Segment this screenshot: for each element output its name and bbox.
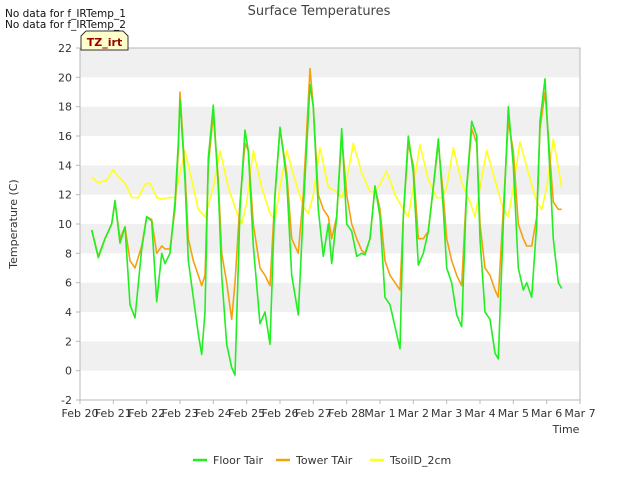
y-tick-label: 4 bbox=[65, 306, 72, 319]
grid-bands bbox=[80, 48, 580, 400]
no-data-note-1: No data for f_IRTemp_1 bbox=[5, 8, 126, 20]
series-line-tsoild-2cm bbox=[91, 138, 563, 225]
y-axis-label: Temperature (C) bbox=[7, 179, 20, 269]
legend-label: Floor Tair bbox=[213, 454, 264, 467]
tz-badge: TZ_irt bbox=[80, 30, 129, 51]
grid-band bbox=[80, 341, 580, 371]
y-tick-label: -2 bbox=[61, 394, 72, 407]
y-tick-label: 10 bbox=[58, 218, 72, 231]
y-tick-label: 8 bbox=[65, 247, 72, 260]
grid-band bbox=[80, 106, 580, 136]
x-tick-label: Mar 2 bbox=[398, 407, 429, 420]
chart-title: Surface Temperatures bbox=[248, 4, 391, 19]
x-tick-label: Feb 24 bbox=[195, 407, 232, 420]
grid-band bbox=[80, 312, 580, 342]
legend-label: TsoilD_2cm bbox=[389, 454, 451, 467]
x-tick-label: Feb 26 bbox=[262, 407, 299, 420]
grid-band bbox=[80, 194, 580, 224]
x-tick-label: Mar 5 bbox=[498, 407, 529, 420]
y-tick-label: 20 bbox=[58, 71, 72, 84]
x-tick-label: Feb 22 bbox=[128, 407, 165, 420]
x-tick-label: Feb 23 bbox=[162, 407, 199, 420]
grid-band bbox=[80, 370, 580, 400]
y-axis-ticks: -2 0 2 4 6 8 10 12 14 16 18 20 22 bbox=[58, 42, 80, 407]
x-tick-label: Mar 6 bbox=[531, 407, 562, 420]
x-axis-label: Time bbox=[552, 423, 580, 436]
legend: Floor Tair Tower TAir TsoilD_2cm bbox=[193, 454, 451, 467]
grid-band bbox=[80, 282, 580, 312]
series-line-floor-tair bbox=[90, 78, 563, 376]
tz-badge-label: TZ_irt bbox=[87, 36, 122, 49]
y-tick-label: 6 bbox=[65, 277, 72, 290]
y-tick-label: 12 bbox=[58, 189, 72, 202]
x-tick-label: Mar 4 bbox=[464, 407, 495, 420]
series-lines bbox=[90, 67, 563, 376]
x-tick-label: Feb 27 bbox=[295, 407, 332, 420]
x-tick-label: Feb 20 bbox=[62, 407, 99, 420]
no-data-note-2: No data for f_IRTemp_2 bbox=[5, 19, 126, 31]
y-tick-label: 2 bbox=[65, 335, 72, 348]
tz-badge-box bbox=[80, 30, 129, 51]
x-tick-label: Feb 25 bbox=[228, 407, 265, 420]
legend-label: Tower TAir bbox=[295, 454, 353, 467]
grid-band bbox=[80, 136, 580, 166]
x-tick-label: Feb 28 bbox=[328, 407, 365, 420]
grid-band bbox=[80, 48, 580, 78]
y-tick-label: 16 bbox=[58, 130, 72, 143]
y-tick-label: 22 bbox=[58, 42, 72, 55]
x-tick-label: Feb 21 bbox=[95, 407, 132, 420]
x-tick-label: Mar 3 bbox=[431, 407, 462, 420]
grid-band bbox=[80, 77, 580, 107]
y-tick-label: 18 bbox=[58, 101, 72, 114]
x-tick-label: Mar 7 bbox=[564, 407, 595, 420]
y-tick-label: 0 bbox=[65, 365, 72, 378]
grid-band bbox=[80, 165, 580, 195]
y-tick-label: 14 bbox=[58, 159, 72, 172]
x-tick-label: Mar 1 bbox=[364, 407, 395, 420]
